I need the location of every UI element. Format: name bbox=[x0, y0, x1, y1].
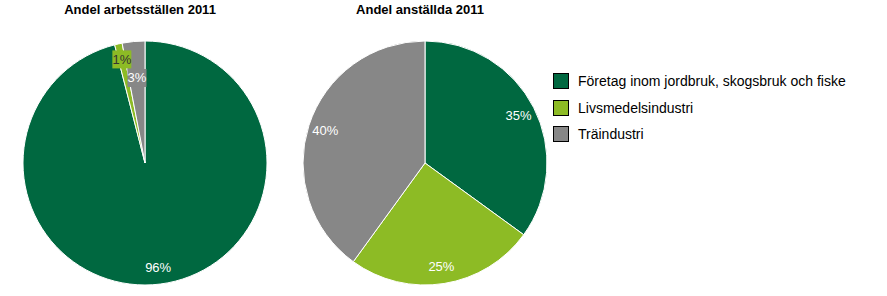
svg-text:1%: 1% bbox=[112, 52, 131, 67]
svg-text:3%: 3% bbox=[128, 70, 147, 85]
svg-text:25%: 25% bbox=[428, 259, 454, 274]
svg-text:40%: 40% bbox=[312, 123, 338, 138]
html-text:Andel arbetsställen 2011: Andel arbetsställen 2011 bbox=[64, 2, 216, 17]
html-text:Livsmedelsindustri: Livsmedelsindustri bbox=[578, 99, 694, 116]
svg-text:96%: 96% bbox=[145, 260, 171, 275]
html-text:Andel anställda 2011: Andel anställda 2011 bbox=[356, 2, 484, 17]
html-text:Företag inom jordbruk, skogsbr: Företag inom jordbruk, skogsbruk och fis… bbox=[578, 73, 846, 90]
html-text:Träindustri: Träindustri bbox=[578, 126, 644, 143]
svg-text:35%: 35% bbox=[505, 108, 531, 123]
